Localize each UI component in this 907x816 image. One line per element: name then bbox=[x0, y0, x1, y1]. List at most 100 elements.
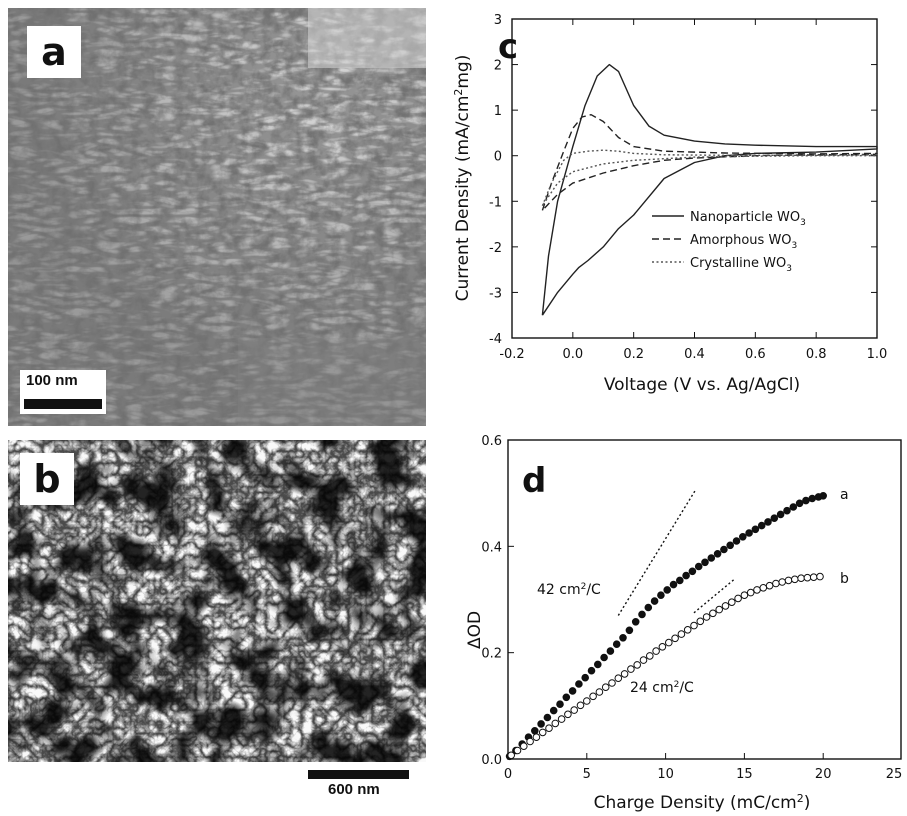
d-point-a bbox=[638, 610, 646, 619]
c-x-tick-label: 1.0 bbox=[867, 347, 888, 362]
d-point-b bbox=[677, 630, 686, 638]
c-series-1-curve bbox=[541, 114, 878, 211]
d-x-tick-label: 15 bbox=[736, 767, 753, 782]
d-point-a bbox=[745, 529, 753, 537]
panel-c-label: c bbox=[498, 27, 518, 67]
d-point-b bbox=[803, 573, 812, 582]
d-point-b bbox=[601, 683, 610, 692]
d-point-a bbox=[594, 660, 602, 669]
c-y-tick-label: 0 bbox=[494, 150, 502, 165]
d-point-b bbox=[646, 652, 654, 660]
d-point-b bbox=[765, 581, 774, 590]
c-x-tick-label: 0.0 bbox=[562, 347, 583, 362]
d-point-a bbox=[694, 562, 703, 571]
d-point-b bbox=[791, 575, 799, 584]
c-x-tick-label: 0.6 bbox=[745, 347, 766, 362]
d-point-a bbox=[663, 586, 671, 594]
d-point-a bbox=[751, 525, 760, 534]
d-point-b bbox=[557, 715, 566, 723]
d-point-b bbox=[583, 697, 591, 705]
d-point-a bbox=[549, 706, 558, 715]
d-y-axis-label: ΔOD bbox=[465, 611, 485, 649]
d-point-b bbox=[633, 661, 641, 669]
scale-bar-line bbox=[24, 399, 102, 409]
panel-b-sem-image: b bbox=[8, 440, 426, 762]
c-x-tick-label: 0.8 bbox=[806, 347, 827, 362]
scale-bar-100nm: 100 nm bbox=[20, 370, 106, 414]
sem-micrograph bbox=[8, 440, 426, 762]
d-point-a bbox=[707, 554, 716, 562]
d-point-b bbox=[658, 643, 667, 651]
d-plot-frame bbox=[507, 439, 902, 760]
d-point-b bbox=[778, 578, 787, 586]
d-point-b bbox=[797, 574, 805, 582]
d-point-a bbox=[770, 514, 779, 522]
d-point-b bbox=[507, 751, 515, 760]
c-legend-label: Amorphous WO3 bbox=[690, 233, 797, 251]
d-point-a bbox=[669, 580, 678, 589]
c-legend-label: Nanoparticle WO3 bbox=[690, 210, 806, 228]
d-point-b bbox=[671, 634, 679, 643]
c-y-tick-label: -1 bbox=[489, 195, 502, 210]
scale-bar-600nm bbox=[308, 770, 409, 779]
d-series-a-label: a bbox=[840, 487, 849, 503]
c-x-tick-label: -0.2 bbox=[499, 347, 524, 362]
panel-a-tem-image: a 100 nm bbox=[8, 8, 426, 426]
d-point-a bbox=[587, 666, 596, 675]
d-point-b bbox=[576, 701, 585, 710]
d-point-b bbox=[709, 609, 717, 618]
d-point-b bbox=[702, 613, 711, 621]
scale-bar-600nm-label: 600 nm bbox=[328, 781, 380, 798]
d-point-a bbox=[764, 518, 772, 526]
d-point-b bbox=[608, 679, 616, 687]
c-y-axis-label: Current Density (mA/cm2mg) bbox=[452, 55, 473, 302]
d-point-a bbox=[575, 680, 583, 688]
d-point-b bbox=[746, 588, 755, 597]
d-fit-b-label: 24 cm2/C bbox=[630, 680, 694, 696]
c-y-tick-label: -3 bbox=[489, 286, 502, 301]
d-point-b bbox=[620, 670, 629, 678]
d-y-tick-label: 0.4 bbox=[481, 540, 502, 555]
d-point-a bbox=[657, 591, 665, 599]
panel-b-label: b bbox=[20, 453, 74, 505]
d-point-b bbox=[532, 733, 541, 742]
d-fit-a-label: 42 cm2/C bbox=[537, 582, 601, 598]
d-point-b bbox=[639, 656, 648, 664]
d-point-b bbox=[740, 591, 749, 599]
d-point-a bbox=[757, 521, 766, 530]
d-point-a bbox=[783, 506, 791, 515]
d-point-b bbox=[690, 621, 698, 630]
c-y-tick-label: -4 bbox=[489, 332, 502, 347]
d-point-a bbox=[606, 647, 615, 655]
d-point-b bbox=[570, 706, 578, 714]
d-point-b bbox=[614, 674, 623, 682]
d-point-a bbox=[789, 503, 798, 511]
d-point-a bbox=[543, 713, 552, 722]
d-x-tick-label: 10 bbox=[657, 767, 674, 782]
d-point-a bbox=[581, 673, 589, 682]
d-y-tick-label: 0.2 bbox=[481, 647, 502, 662]
d-point-b bbox=[759, 584, 768, 592]
c-plot-frame bbox=[511, 18, 878, 339]
d-point-a bbox=[720, 545, 728, 554]
d-point-b bbox=[551, 719, 560, 728]
d-point-b bbox=[753, 586, 761, 594]
d-point-b bbox=[595, 688, 604, 696]
d-series-b-label: b bbox=[840, 571, 849, 587]
panel-a-label: a bbox=[27, 26, 81, 78]
c-series-0-curve bbox=[541, 63, 878, 316]
d-point-a bbox=[808, 494, 817, 503]
d-x-axis-label: Charge Density (mC/cm2) bbox=[594, 792, 811, 813]
c-y-tick-label: 2 bbox=[494, 59, 502, 74]
d-point-b bbox=[715, 605, 724, 614]
d-point-a bbox=[682, 571, 690, 580]
c-y-tick-label: 3 bbox=[494, 13, 502, 28]
chart-d-optical-density: 0 5 10 15 20 25 0.0 0.2 0.4 0.6 d Charge Density … bbox=[465, 434, 903, 813]
d-point-a bbox=[556, 700, 564, 709]
d-point-a bbox=[650, 597, 659, 605]
d-x-tick-label: 25 bbox=[886, 767, 903, 782]
d-y-tick-label: 0.0 bbox=[481, 753, 502, 768]
d-point-b bbox=[734, 594, 742, 603]
d-point-a bbox=[531, 727, 539, 735]
d-point-a bbox=[802, 496, 810, 505]
